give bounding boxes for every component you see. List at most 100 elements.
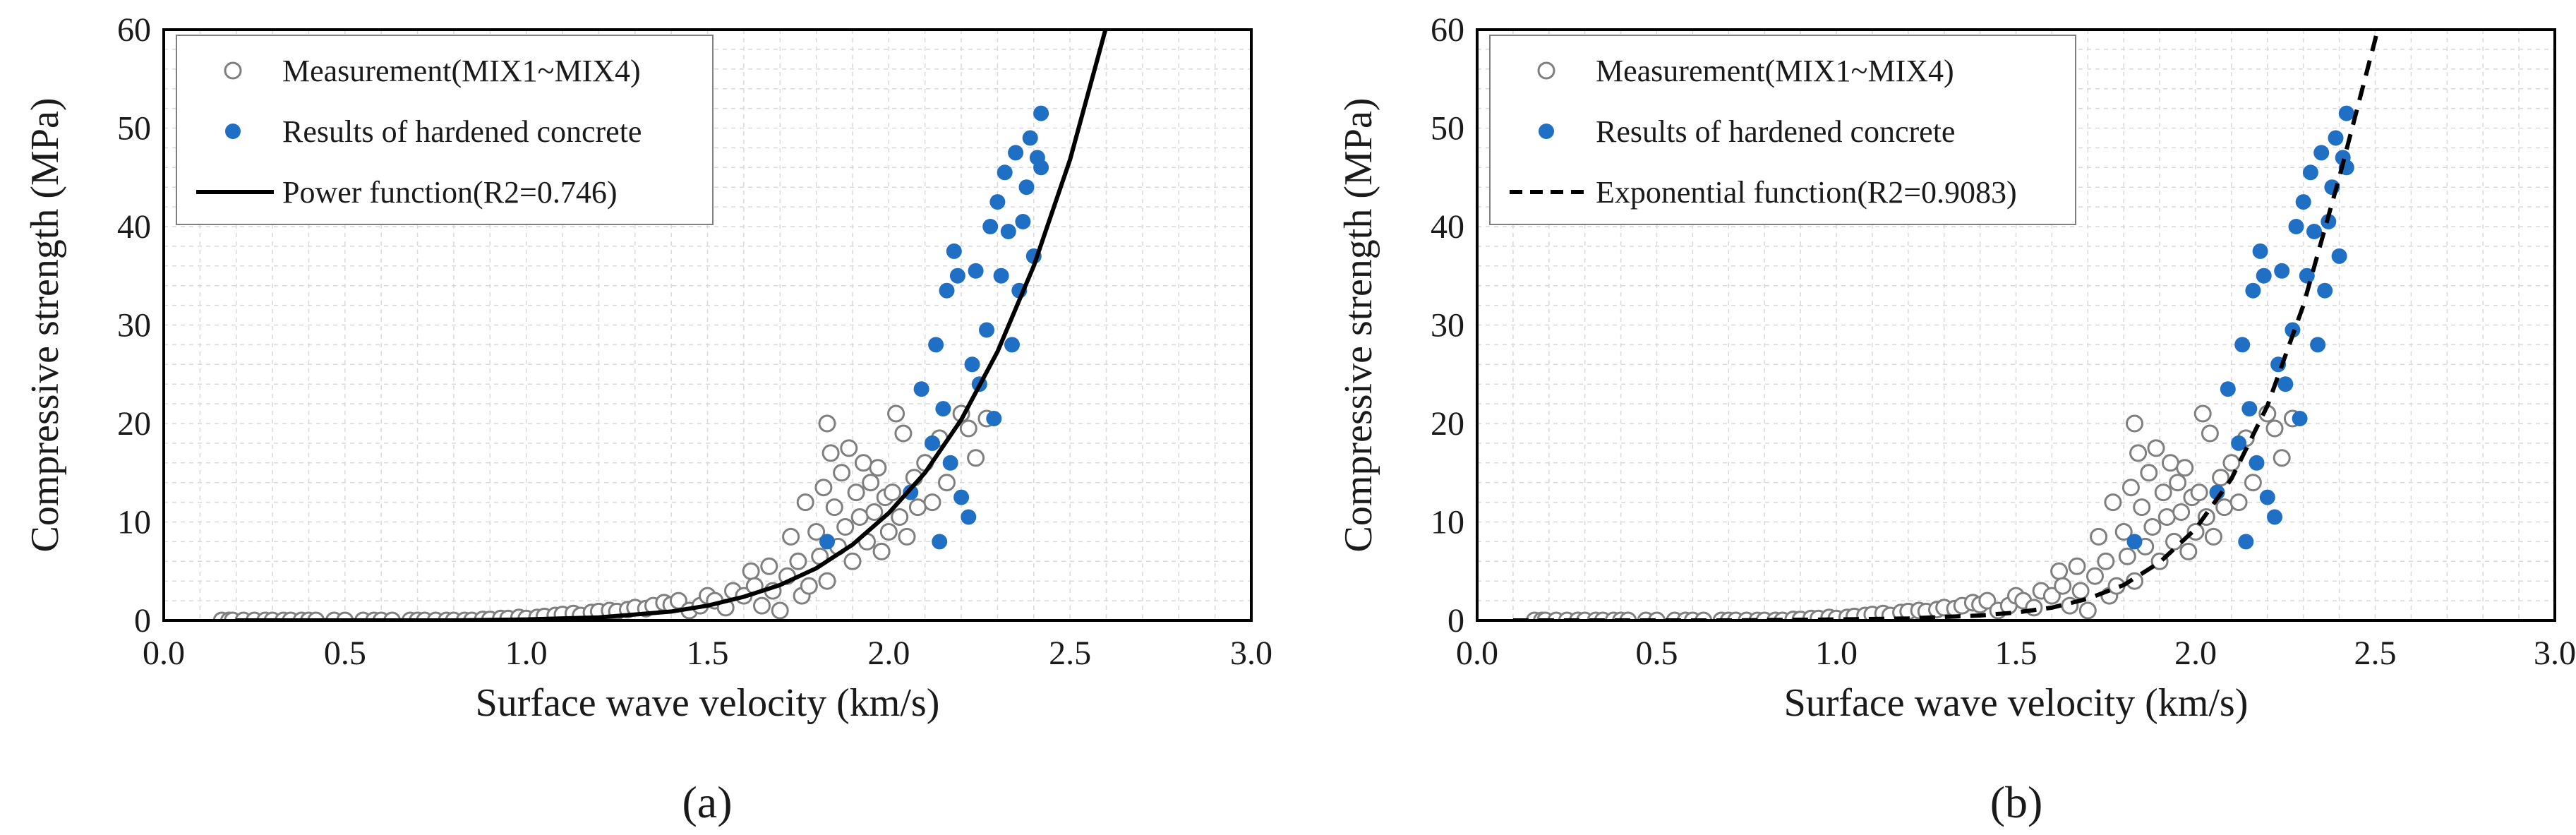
measurement-point [836, 518, 855, 536]
y-tick-label: 50 [117, 110, 151, 148]
measurement-point [2204, 527, 2222, 546]
measurement-point [2133, 498, 2151, 517]
hardened-concrete-point [2274, 263, 2290, 279]
y-tick-label: 50 [1431, 110, 1464, 148]
measurement-point [959, 419, 977, 438]
measurement-point [753, 596, 771, 615]
y-tick-label: 60 [1431, 11, 1464, 49]
hardened-concrete-point [2317, 282, 2333, 299]
measurement-point [818, 572, 836, 590]
hardened-concrete-point [2249, 455, 2265, 471]
x-tick-label: 2.0 [867, 635, 910, 672]
x-tick-label: 3.0 [2534, 635, 2576, 672]
measurement-point [2129, 444, 2148, 462]
hardened-concrete-point [997, 164, 1013, 181]
hardened-concrete-point [2252, 243, 2268, 259]
hardened-concrete-point [964, 356, 980, 373]
plot-area [1512, 30, 2380, 620]
y-tick-label: 0 [134, 602, 151, 639]
hardened-concrete-point [942, 455, 958, 471]
legend-marker [1539, 124, 1554, 139]
measurement-point [884, 483, 901, 502]
measurement-point [843, 552, 862, 570]
measurement-point [898, 527, 916, 546]
y-tick-label: 0 [1448, 602, 1464, 639]
measurement-point [908, 498, 927, 517]
measurement-point [2176, 459, 2194, 477]
measurement-series [1525, 404, 2301, 620]
measurement-point [869, 459, 887, 477]
hardened-concrete-point [2310, 337, 2326, 353]
measurement-point [2147, 439, 2165, 457]
hardened-concrete-point [1000, 224, 1016, 239]
measurement-point [2050, 562, 2069, 580]
hardened-concrete-point [2331, 248, 2347, 264]
legend-entry: Measurement(MIX1~MIX4) [1596, 54, 1954, 88]
hardened-concrete-point [1004, 337, 1020, 353]
measurement-point [2025, 599, 2043, 617]
measurement-point [854, 454, 872, 472]
hardened-concrete-point [1033, 105, 1049, 121]
x-axis-title: Surface wave velocity (km/s) [476, 681, 940, 725]
measurement-point [2042, 587, 2061, 605]
measurement-point [2068, 557, 2086, 575]
hardened-concrete-point [953, 489, 970, 505]
hardened-concrete-point [968, 263, 984, 279]
plot-area [212, 30, 1108, 620]
measurement-point [865, 503, 884, 521]
hardened-concrete-point [1008, 145, 1024, 161]
x-tick-label: 1.5 [1995, 635, 2038, 672]
measurement-point [807, 523, 826, 541]
hardened-concrete-point [819, 534, 835, 550]
measurement-point [840, 439, 858, 457]
legend-entry: Measurement(MIX1~MIX4) [282, 54, 641, 88]
x-tick-label: 0.0 [143, 635, 185, 672]
chart-panel-b: 0.0 0.5 1.0 1.5 2.0 2.5 3.0 0 10 20 30 40 50 60 Surfac… [1337, 11, 2576, 827]
plot-frame [1476, 28, 2556, 622]
x-tick-label: 1.0 [1815, 635, 1858, 672]
legend-marker [224, 61, 242, 80]
hardened-concrete-point [2259, 489, 2275, 505]
measurement-point [2169, 474, 2187, 492]
y-tick-label: 10 [1431, 504, 1464, 541]
panel-label: (a) [682, 777, 732, 827]
measurement-point [818, 414, 836, 433]
measurement-point [2054, 577, 2072, 595]
measurement-point [938, 474, 956, 492]
hardened-concrete-point [2238, 534, 2254, 550]
legend-entry: Results of hardened concrete [282, 114, 642, 149]
hardened-concrete-point [2313, 145, 2330, 161]
measurement-point [821, 444, 840, 462]
hardened-concrete-point [2328, 130, 2344, 146]
y-tick-label: 20 [1431, 405, 1464, 443]
measurement-point [2140, 464, 2158, 482]
measurement-point [850, 508, 869, 526]
hardened-concrete-point [1022, 130, 1038, 146]
hardened-concrete-point [2302, 164, 2318, 181]
measurement-point [967, 449, 985, 467]
measurement-point [800, 577, 818, 595]
measurement-point [2244, 474, 2262, 492]
x-tick-label: 1.5 [687, 635, 729, 672]
measurement-point [2154, 483, 2172, 502]
hardened-concrete-point [961, 509, 977, 525]
measurement-point [760, 557, 778, 575]
hardened-concrete-point [932, 534, 948, 550]
x-tick-label: 0.5 [1636, 635, 1678, 672]
hardened-concrete-point [989, 194, 1006, 210]
hardened-concrete-point [2288, 219, 2304, 234]
measurement-point [872, 542, 891, 560]
legend-box [176, 35, 714, 225]
hardened-concrete-point [946, 243, 962, 259]
hardened-concrete-point [1033, 160, 1049, 176]
measurement-point [891, 508, 909, 526]
legend-entry: Power function(R2=0.746) [282, 175, 618, 210]
measurement-point [2273, 449, 2291, 467]
hardened-concrete-point [2220, 381, 2236, 397]
legend-marker [225, 124, 241, 139]
measurement-point [2114, 523, 2133, 541]
x-tick-label: 2.5 [2354, 635, 2397, 672]
legend: Measurement(MIX1~MIX4) Results of hardene… [176, 35, 714, 225]
hardened-concrete-point [949, 268, 965, 284]
